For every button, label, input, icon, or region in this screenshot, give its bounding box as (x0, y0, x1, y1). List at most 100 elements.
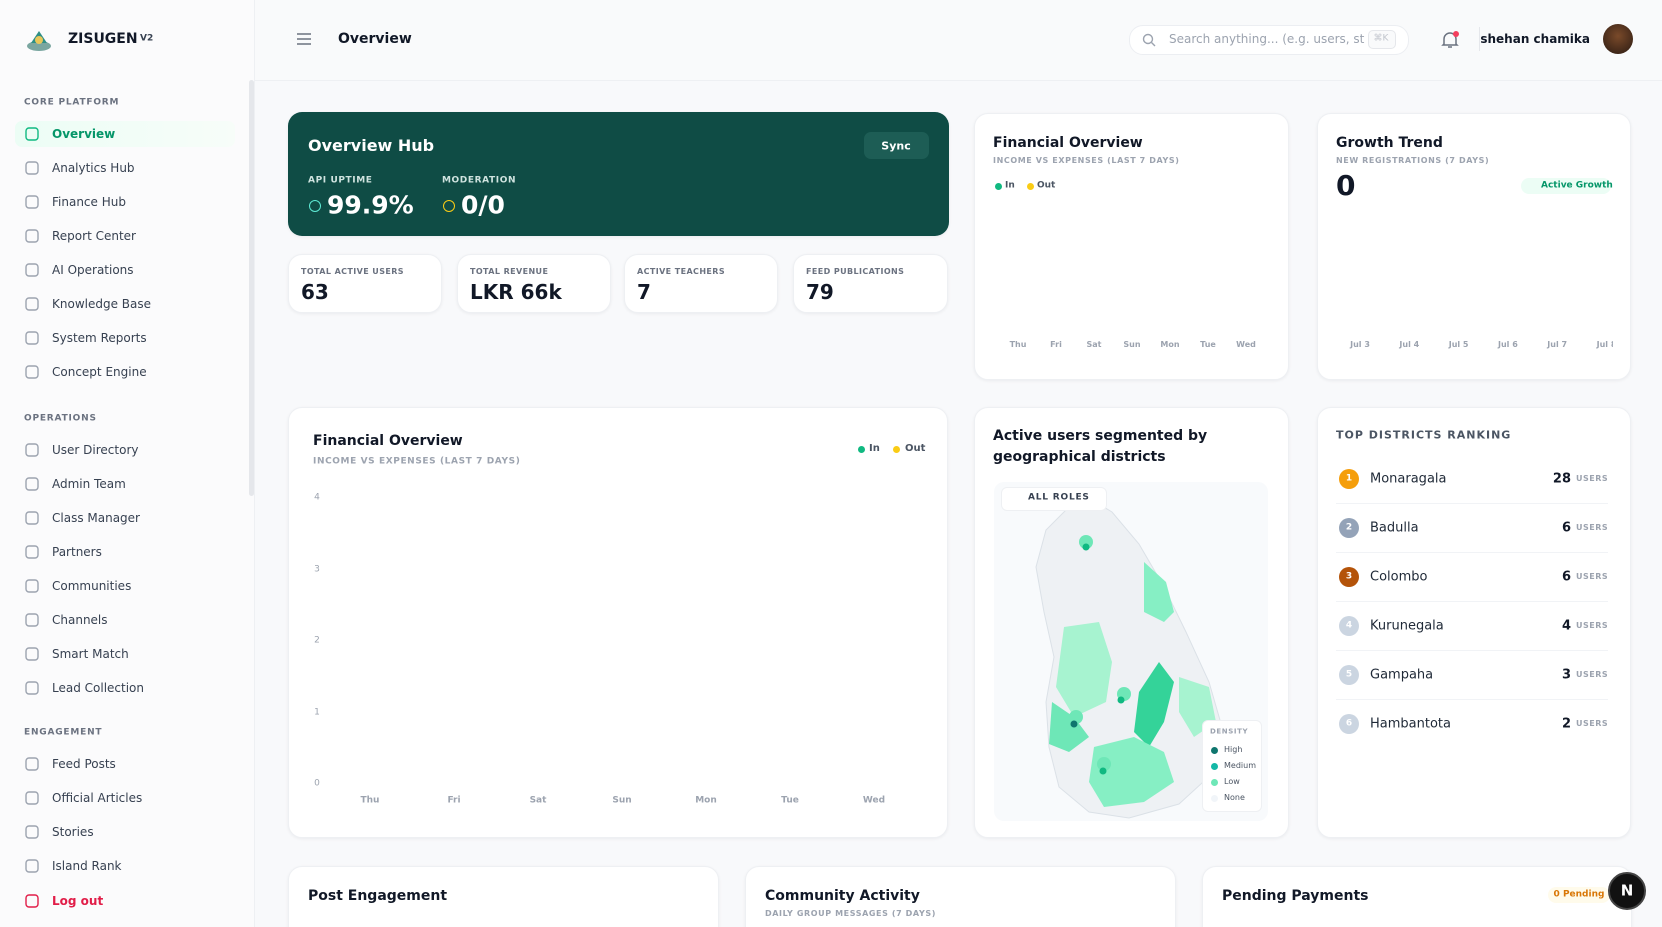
nav-item[interactable]: Island Rank (52, 859, 122, 873)
legend-dot (1210, 746, 1218, 754)
filter-button[interactable] (1001, 487, 1107, 511)
search-placeholder[interactable]: Search anything... (e.g. users, st (1169, 32, 1365, 46)
badge-label: 0 Pending (1553, 889, 1605, 900)
card-title: Pending Payments (1222, 888, 1369, 904)
dev-badge[interactable] (1608, 872, 1646, 910)
nav-icon (25, 511, 39, 525)
x-tick-label: Sat (1086, 340, 1102, 349)
nav-item[interactable]: AI Operations (52, 263, 134, 277)
district-name: Badulla (1370, 520, 1419, 536)
district-count: 3 (1561, 667, 1571, 683)
ranking-card (1317, 407, 1631, 838)
row-divider (1336, 699, 1608, 700)
nav-icon (25, 443, 39, 457)
district-name: Hambantota (1370, 716, 1451, 732)
y-tick-label: 1 (314, 707, 320, 717)
legend-label: Low (1224, 777, 1240, 786)
metric-icon (443, 200, 455, 212)
x-tick-label: Wed (1236, 340, 1256, 349)
shortcut-chip (1368, 30, 1396, 49)
card-title: Community Activity (765, 888, 920, 904)
x-tick-label: Sun (612, 795, 632, 806)
legend-label: In (869, 443, 880, 454)
menu-button[interactable] (296, 32, 312, 46)
row-divider (1336, 503, 1608, 504)
rank-number: 4 (1345, 620, 1353, 631)
active-highlight (15, 121, 235, 147)
nav-item[interactable]: Lead Collection (52, 681, 144, 695)
rank-number: 2 (1345, 522, 1353, 533)
nav-item[interactable]: Class Manager (52, 511, 140, 525)
nav-icon (25, 365, 39, 379)
x-tick-label: Mon (695, 795, 717, 806)
nav-item[interactable]: Channels (52, 613, 108, 627)
nav-item[interactable]: User Directory (52, 443, 139, 457)
legend-dot (892, 445, 900, 453)
badge-label: Active Growth (1541, 180, 1613, 191)
legend-dot (994, 182, 1002, 190)
growth-badge (1521, 178, 1611, 194)
nav-icon (25, 263, 39, 277)
nav-item[interactable]: Stories (52, 825, 94, 839)
nav-icon (25, 647, 39, 661)
sync-button[interactable] (864, 132, 929, 159)
sync-label[interactable]: Sync (881, 139, 911, 153)
community-card (745, 866, 1176, 927)
district (1089, 737, 1174, 807)
nav-icon (25, 229, 39, 243)
nav-item[interactable]: Finance Hub (52, 195, 126, 209)
nav-item[interactable]: Overview (52, 127, 116, 141)
dev-badge-label[interactable]: N (1620, 881, 1634, 900)
nav-icon (25, 613, 39, 627)
stat-card (457, 254, 611, 313)
x-tick-label: Jul 6 (1498, 340, 1518, 349)
scrollbar (249, 80, 254, 496)
nav-item[interactable]: Official Articles (52, 791, 143, 805)
stat-label: FEED PUBLICATIONS (806, 267, 905, 276)
nav-icon (25, 791, 39, 805)
logo (27, 31, 51, 51)
map-marker (1097, 757, 1111, 771)
nav-item[interactable]: Knowledge Base (52, 297, 151, 311)
card-title: Active users segmented by geographical d… (993, 428, 1208, 465)
legend-label: Out (905, 443, 926, 454)
stat-label: TOTAL REVENUE (470, 267, 549, 276)
nav-item[interactable]: Communities (52, 579, 132, 593)
district (1049, 702, 1089, 752)
row-divider (1336, 601, 1608, 602)
nav-icon (25, 545, 39, 559)
district-count: 4 (1561, 618, 1571, 634)
user-name: shehan chamika (1480, 32, 1590, 46)
hub-card (288, 112, 949, 236)
notification-bell[interactable] (1440, 30, 1460, 50)
avatar[interactable] (1603, 24, 1633, 54)
nav-icon (25, 127, 39, 141)
row-divider (1336, 552, 1608, 553)
logout[interactable]: Log out (52, 894, 104, 908)
nav-item[interactable]: Report Center (52, 229, 136, 243)
card-title: Financial Overview (313, 433, 463, 449)
nav-item[interactable]: Concept Engine (52, 365, 147, 379)
unit-label: USERS (1576, 621, 1609, 630)
nav-item[interactable]: Smart Match (52, 647, 129, 661)
section-title: CORE PLATFORM (24, 97, 120, 108)
card-title: Growth Trend (1336, 135, 1443, 151)
card-title: Financial Overview (993, 135, 1143, 151)
map-marker (1099, 767, 1107, 775)
nav-icon (25, 579, 39, 593)
district (1134, 662, 1174, 747)
nav-item[interactable]: Analytics Hub (52, 161, 135, 175)
unit-label: USERS (1576, 523, 1609, 532)
nav-item[interactable]: Partners (52, 545, 102, 559)
filter-label[interactable]: ALL ROLES (1028, 492, 1090, 503)
nav-item[interactable]: Feed Posts (52, 757, 116, 771)
stat-card (288, 254, 442, 313)
legend-label: High (1224, 745, 1243, 754)
map-marker (1082, 543, 1090, 551)
legend-label: None (1224, 793, 1245, 802)
nav-item[interactable]: System Reports (52, 331, 147, 345)
search-box[interactable] (1129, 25, 1409, 55)
nav-item[interactable]: Admin Team (52, 477, 126, 491)
y-tick-label: 2 (314, 635, 320, 646)
